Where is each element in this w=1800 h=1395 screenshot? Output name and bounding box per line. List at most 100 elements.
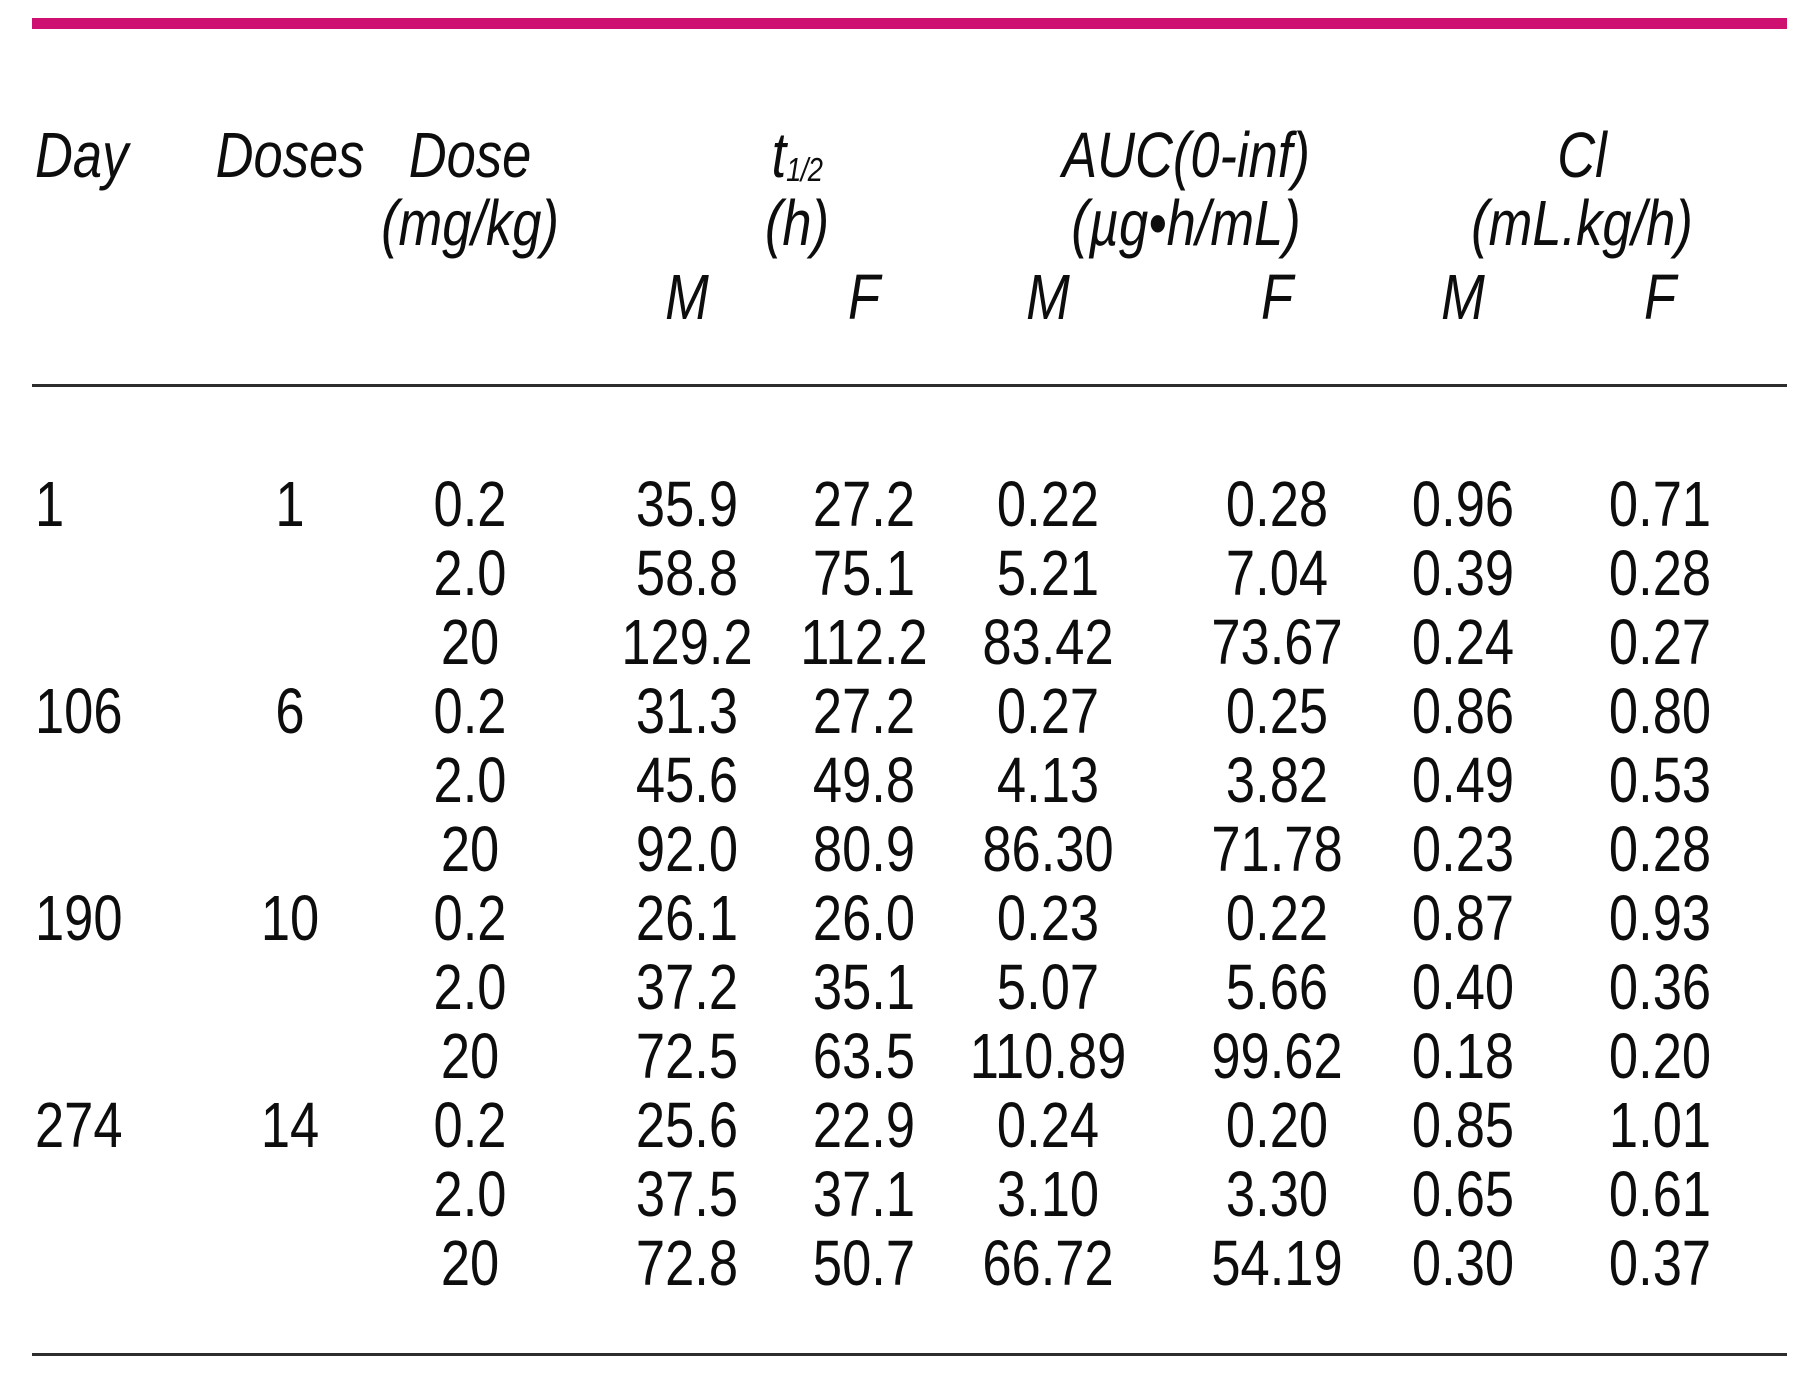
cell-t12-m: 37.2 xyxy=(635,951,739,1023)
table-row: 1 1 0.2 35.9 27.2 0.22 0.28 0.96 0.71 xyxy=(0,470,1800,539)
cell-t12-m: 37.5 xyxy=(635,1158,739,1230)
cell-t12-f: 75.1 xyxy=(812,537,916,609)
cell-dose: 20 xyxy=(440,1227,500,1299)
bottom-rule xyxy=(32,1353,1787,1356)
cell-t12-m: 31.3 xyxy=(635,675,739,747)
cell-auc-f: 7.04 xyxy=(1225,537,1329,609)
cell-auc-m: 66.72 xyxy=(982,1227,1114,1299)
cell-auc-m: 0.24 xyxy=(996,1089,1100,1161)
cell-auc-m: 4.13 xyxy=(996,744,1100,816)
subheader-t12-female: F xyxy=(847,261,881,333)
subheader-t12-male: M xyxy=(665,261,709,333)
cell-t12-f: 80.9 xyxy=(812,813,916,885)
cell-cl-f: 0.20 xyxy=(1608,1020,1712,1092)
cell-dose: 0.2 xyxy=(433,1089,507,1161)
table-row: 2.0 58.8 75.1 5.21 7.04 0.39 0.28 xyxy=(0,539,1800,608)
cell-cl-m: 0.40 xyxy=(1411,951,1515,1023)
table-row: 20 92.0 80.9 86.30 71.78 0.23 0.28 xyxy=(0,815,1800,884)
t12-subscript: 1/2 xyxy=(786,151,823,189)
col-header-auc-unit: (µg•h/mL) xyxy=(1071,187,1301,259)
cell-cl-f: 0.27 xyxy=(1608,606,1712,678)
col-header-auc: AUC(0-inf) xyxy=(1062,119,1310,191)
header-line-3: M F M F M F xyxy=(0,264,1800,330)
cell-auc-m: 0.22 xyxy=(996,468,1100,540)
cell-auc-f: 71.78 xyxy=(1211,813,1343,885)
cell-cl-m: 0.65 xyxy=(1411,1158,1515,1230)
cell-dose: 0.2 xyxy=(433,468,507,540)
cell-auc-m: 0.27 xyxy=(996,675,1100,747)
cell-auc-f: 73.67 xyxy=(1211,606,1343,678)
cell-auc-f: 3.30 xyxy=(1225,1158,1329,1230)
cell-cl-f: 0.80 xyxy=(1608,675,1712,747)
cell-dose: 0.2 xyxy=(433,675,507,747)
cell-dose: 0.2 xyxy=(433,882,507,954)
cell-auc-m: 0.23 xyxy=(996,882,1100,954)
cell-cl-f: 0.36 xyxy=(1608,951,1712,1023)
col-header-dose-unit: (mg/kg) xyxy=(381,187,559,259)
cell-t12-f: 49.8 xyxy=(812,744,916,816)
cell-cl-m: 0.18 xyxy=(1411,1020,1515,1092)
cell-doses: 10 xyxy=(260,882,320,954)
cell-dose: 20 xyxy=(440,606,500,678)
cell-t12-f: 35.1 xyxy=(812,951,916,1023)
cell-day: 106 xyxy=(35,675,123,747)
cell-cl-f: 0.37 xyxy=(1608,1227,1712,1299)
cell-cl-m: 0.49 xyxy=(1411,744,1515,816)
subheader-cl-female: F xyxy=(1643,261,1677,333)
cell-t12-f: 37.1 xyxy=(812,1158,916,1230)
cell-auc-f: 99.62 xyxy=(1211,1020,1343,1092)
cell-cl-f: 0.61 xyxy=(1608,1158,1712,1230)
cell-day: 190 xyxy=(35,882,123,954)
cell-dose: 2.0 xyxy=(433,1158,507,1230)
cell-auc-f: 0.22 xyxy=(1225,882,1329,954)
subheader-cl-male: M xyxy=(1441,261,1485,333)
table-row: 2.0 37.2 35.1 5.07 5.66 0.40 0.36 xyxy=(0,953,1800,1022)
table-body: 1 1 0.2 35.9 27.2 0.22 0.28 0.96 0.71 2.… xyxy=(0,470,1800,1298)
cell-t12-f: 50.7 xyxy=(812,1227,916,1299)
cell-auc-f: 54.19 xyxy=(1211,1227,1343,1299)
cell-t12-m: 129.2 xyxy=(621,606,753,678)
t12-symbol: t xyxy=(771,119,787,191)
cell-cl-m: 0.87 xyxy=(1411,882,1515,954)
cell-auc-m: 5.07 xyxy=(996,951,1100,1023)
cell-day: 274 xyxy=(35,1089,123,1161)
top-accent-rule xyxy=(32,18,1787,29)
cell-auc-f: 3.82 xyxy=(1225,744,1329,816)
cell-doses: 14 xyxy=(260,1089,320,1161)
cell-auc-m: 110.89 xyxy=(969,1020,1127,1092)
cell-t12-f: 22.9 xyxy=(812,1089,916,1161)
col-header-doses: Doses xyxy=(215,119,365,191)
cell-t12-m: 58.8 xyxy=(635,537,739,609)
cell-day: 1 xyxy=(35,468,65,540)
subheader-auc-male: M xyxy=(1026,261,1070,333)
cell-auc-f: 0.28 xyxy=(1225,468,1329,540)
cell-doses: 1 xyxy=(275,468,305,540)
cell-t12-f: 112.2 xyxy=(800,606,928,678)
cell-cl-m: 0.24 xyxy=(1411,606,1515,678)
table-row: 20 72.5 63.5 110.89 99.62 0.18 0.20 xyxy=(0,1022,1800,1091)
cell-t12-m: 72.8 xyxy=(635,1227,739,1299)
cell-cl-m: 0.96 xyxy=(1411,468,1515,540)
cell-t12-f: 27.2 xyxy=(812,468,916,540)
header-line-2: (mg/kg) (h) (µg•h/mL) (mL.kg/h) xyxy=(0,190,1800,256)
col-header-cl-unit: (mL.kg/h) xyxy=(1471,187,1693,259)
cell-t12-f: 63.5 xyxy=(812,1020,916,1092)
table-row: 2.0 45.6 49.8 4.13 3.82 0.49 0.53 xyxy=(0,746,1800,815)
cell-cl-m: 0.85 xyxy=(1411,1089,1515,1161)
col-header-cl: Cl xyxy=(1557,119,1607,191)
subheader-auc-female: F xyxy=(1260,261,1294,333)
cell-t12-m: 25.6 xyxy=(635,1089,739,1161)
col-header-t12: t1/2 xyxy=(772,122,823,204)
cell-auc-m: 5.21 xyxy=(996,537,1100,609)
cell-auc-m: 83.42 xyxy=(982,606,1114,678)
col-header-dose: Dose xyxy=(408,119,532,191)
cell-auc-f: 5.66 xyxy=(1225,951,1329,1023)
cell-dose: 2.0 xyxy=(433,744,507,816)
cell-t12-f: 27.2 xyxy=(812,675,916,747)
cell-dose: 2.0 xyxy=(433,951,507,1023)
col-header-day: Day xyxy=(35,119,129,191)
cell-auc-m: 86.30 xyxy=(982,813,1114,885)
cell-cl-f: 0.28 xyxy=(1608,537,1712,609)
cell-cl-f: 0.28 xyxy=(1608,813,1712,885)
